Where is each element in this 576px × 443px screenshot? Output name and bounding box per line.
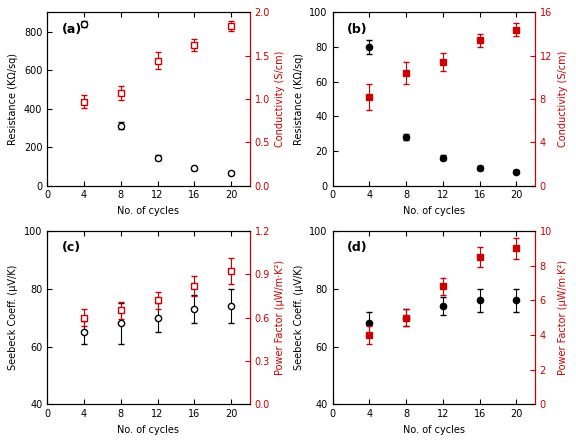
Y-axis label: Seebeck Coeff. (μV/K): Seebeck Coeff. (μV/K) xyxy=(294,265,304,370)
X-axis label: No. of cycles: No. of cycles xyxy=(118,425,180,435)
Y-axis label: Resistance (KΩ/sq): Resistance (KΩ/sq) xyxy=(8,53,18,145)
X-axis label: No. of cycles: No. of cycles xyxy=(118,206,180,216)
Text: (d): (d) xyxy=(347,241,367,254)
Y-axis label: Resistance (KΩ/sq): Resistance (KΩ/sq) xyxy=(294,53,304,145)
X-axis label: No. of cycles: No. of cycles xyxy=(403,206,465,216)
Text: (a): (a) xyxy=(62,23,82,36)
Y-axis label: Conductivity (S/cm): Conductivity (S/cm) xyxy=(275,51,285,147)
Y-axis label: Seebeck Coeff. (μV/K): Seebeck Coeff. (μV/K) xyxy=(9,265,18,370)
Y-axis label: Power Factor (μW/m·K²): Power Factor (μW/m·K²) xyxy=(558,260,567,375)
Text: (b): (b) xyxy=(347,23,367,36)
Y-axis label: Power Factor (μW/m·K²): Power Factor (μW/m·K²) xyxy=(275,260,285,375)
Y-axis label: Conductivity (S/cm): Conductivity (S/cm) xyxy=(558,51,568,147)
Text: (c): (c) xyxy=(62,241,81,254)
X-axis label: No. of cycles: No. of cycles xyxy=(403,425,465,435)
